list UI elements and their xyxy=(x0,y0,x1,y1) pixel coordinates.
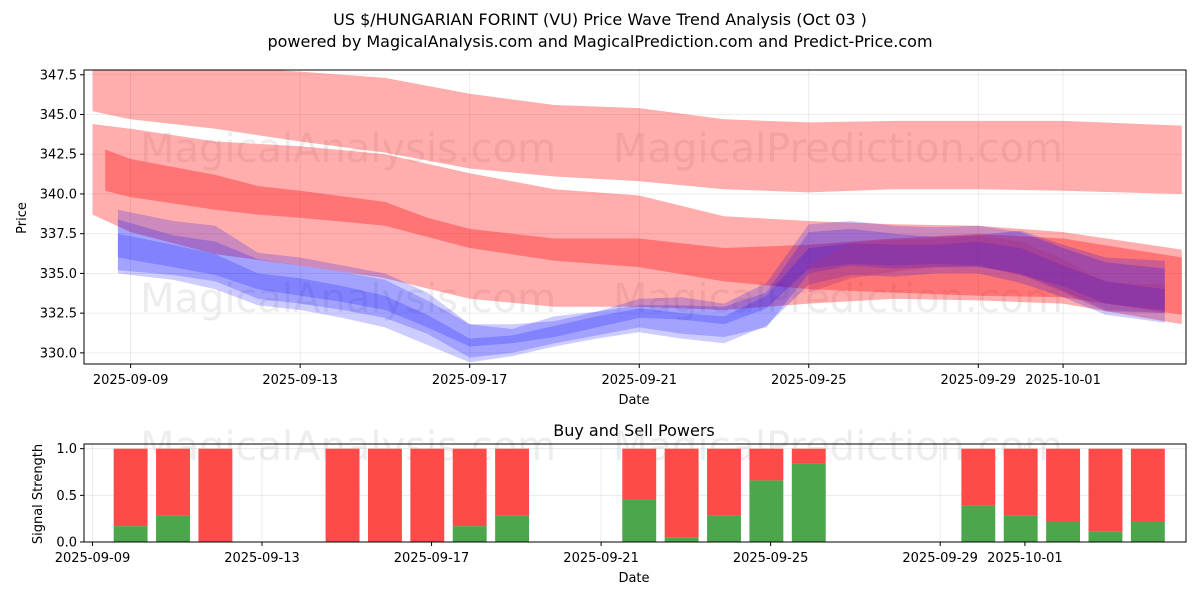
price-y-tick-label: 335.0 xyxy=(40,267,77,282)
signal-x-tick-label: 2025-10-01 xyxy=(987,551,1063,566)
purple-overlap-band xyxy=(808,235,1165,314)
sell-bar xyxy=(495,448,530,516)
signal-x-tick-label: 2025-09-21 xyxy=(563,551,639,566)
price-y-label: Price xyxy=(15,202,30,234)
buy-bar xyxy=(113,526,148,542)
sell-bar xyxy=(367,448,402,542)
price-watermarks: MagicalAnalysis.com MagicalPrediction.co… xyxy=(140,126,1063,322)
sell-bar xyxy=(791,448,826,464)
signal-y-tick-label: 1.0 xyxy=(56,442,77,457)
price-x-tick-label: 2025-09-13 xyxy=(262,373,338,388)
sell-bar xyxy=(325,448,360,542)
signal-x-tick-label: 2025-09-29 xyxy=(902,551,978,566)
signal-x-tick-label: 2025-09-25 xyxy=(733,551,809,566)
blue-band-3 xyxy=(117,219,1165,347)
watermark-prediction-top: MagicalPrediction.com xyxy=(613,126,1063,172)
price-y-tick-label: 332.5 xyxy=(40,307,77,322)
buy-bar xyxy=(1088,531,1123,542)
price-bands-clipped xyxy=(92,70,1182,363)
sell-bar xyxy=(1130,448,1165,522)
signal-panel: Buy and Sell Powers MagicalAnalysis.com … xyxy=(31,421,1187,586)
buy-bar xyxy=(707,515,741,542)
price-panel: MagicalAnalysis.com MagicalPrediction.co… xyxy=(15,68,1187,408)
sell-bar xyxy=(1003,448,1038,516)
signal-axes-frame xyxy=(83,443,1187,543)
red-band-1 xyxy=(92,70,1182,194)
price-y-ticks: 330.0 332.5 335.0 337.5 340.0 342.5 345.0 347.5 xyxy=(40,68,84,361)
buy-bar xyxy=(791,463,826,542)
figure-title: US $/HUNGARIAN FORINT (VU) Price Wave Tr… xyxy=(333,10,867,29)
signal-bars xyxy=(113,448,1165,542)
signal-x-tick-label: 2025-09-09 xyxy=(55,551,131,566)
price-x-tick-label: 2025-09-09 xyxy=(93,373,169,388)
buy-bar xyxy=(622,499,657,542)
price-x-tick-label: 2025-09-21 xyxy=(601,373,677,388)
sell-bar xyxy=(198,448,233,542)
signal-title: Buy and Sell Powers xyxy=(553,421,715,440)
price-y-tick-label: 347.5 xyxy=(40,68,77,83)
sell-bar xyxy=(622,448,657,500)
sell-bar xyxy=(664,448,699,538)
price-y-tick-label: 330.0 xyxy=(40,346,77,361)
buy-bar xyxy=(1046,521,1081,542)
price-x-label: Date xyxy=(618,393,649,408)
price-y-tick-label: 340.0 xyxy=(40,187,77,202)
price-axes-frame xyxy=(83,69,1187,365)
buy-bar xyxy=(961,505,996,542)
signal-x-tick-label: 2025-09-13 xyxy=(224,551,300,566)
buy-bar xyxy=(452,526,487,542)
sell-bar xyxy=(1088,448,1123,532)
price-bands xyxy=(92,70,1182,363)
signal-y-ticks: 0.0 0.5 1.0 xyxy=(56,442,84,551)
price-x-tick-label: 2025-09-25 xyxy=(771,373,847,388)
sell-bar xyxy=(749,448,784,481)
buy-bar xyxy=(1130,521,1165,542)
signal-x-label: Date xyxy=(618,571,649,586)
price-y-tick-label: 345.0 xyxy=(40,108,77,123)
price-x-tick-label: 2025-10-01 xyxy=(1025,373,1101,388)
signal-x-ticks: 2025-09-09 2025-09-13 2025-09-17 2025-09-21… xyxy=(55,542,1063,566)
sell-bar xyxy=(961,448,996,506)
price-x-tick-label: 2025-09-29 xyxy=(941,373,1017,388)
watermark-analysis-mid: MagicalAnalysis.com xyxy=(140,276,556,322)
signal-x-tick-label: 2025-09-17 xyxy=(394,551,470,566)
buy-bar xyxy=(749,480,784,542)
figure-subtitle: powered by MagicalAnalysis.com and Magic… xyxy=(267,32,933,51)
buy-bar xyxy=(664,537,699,542)
red-band-2 xyxy=(92,124,1182,325)
watermark-prediction-mid: MagicalPrediction.com xyxy=(613,276,1063,322)
price-x-tick-label: 2025-09-17 xyxy=(432,373,508,388)
sell-bar xyxy=(410,448,445,542)
sell-bar xyxy=(1046,448,1081,522)
watermark-analysis-top: MagicalAnalysis.com xyxy=(140,126,556,172)
price-y-tick-label: 337.5 xyxy=(40,227,77,242)
blue-band-2 xyxy=(117,233,1165,363)
buy-bar xyxy=(156,515,190,542)
sell-bar xyxy=(707,448,741,516)
signal-y-label: Signal Strength xyxy=(31,444,46,544)
signal-y-tick-label: 0.5 xyxy=(56,489,77,504)
buy-bar xyxy=(495,515,530,542)
blue-band-1 xyxy=(117,209,1165,358)
price-y-tick-label: 342.5 xyxy=(40,148,77,163)
price-grid xyxy=(84,70,1186,364)
buy-bar xyxy=(1003,515,1038,542)
signal-y-tick-label: 0.0 xyxy=(56,536,77,551)
price-x-ticks: 2025-09-09 2025-09-13 2025-09-17 2025-09-21… xyxy=(93,364,1101,388)
red-band-3 xyxy=(105,149,1182,315)
sell-bar xyxy=(452,448,487,527)
sell-bar xyxy=(156,448,190,516)
sell-bar xyxy=(113,448,148,527)
